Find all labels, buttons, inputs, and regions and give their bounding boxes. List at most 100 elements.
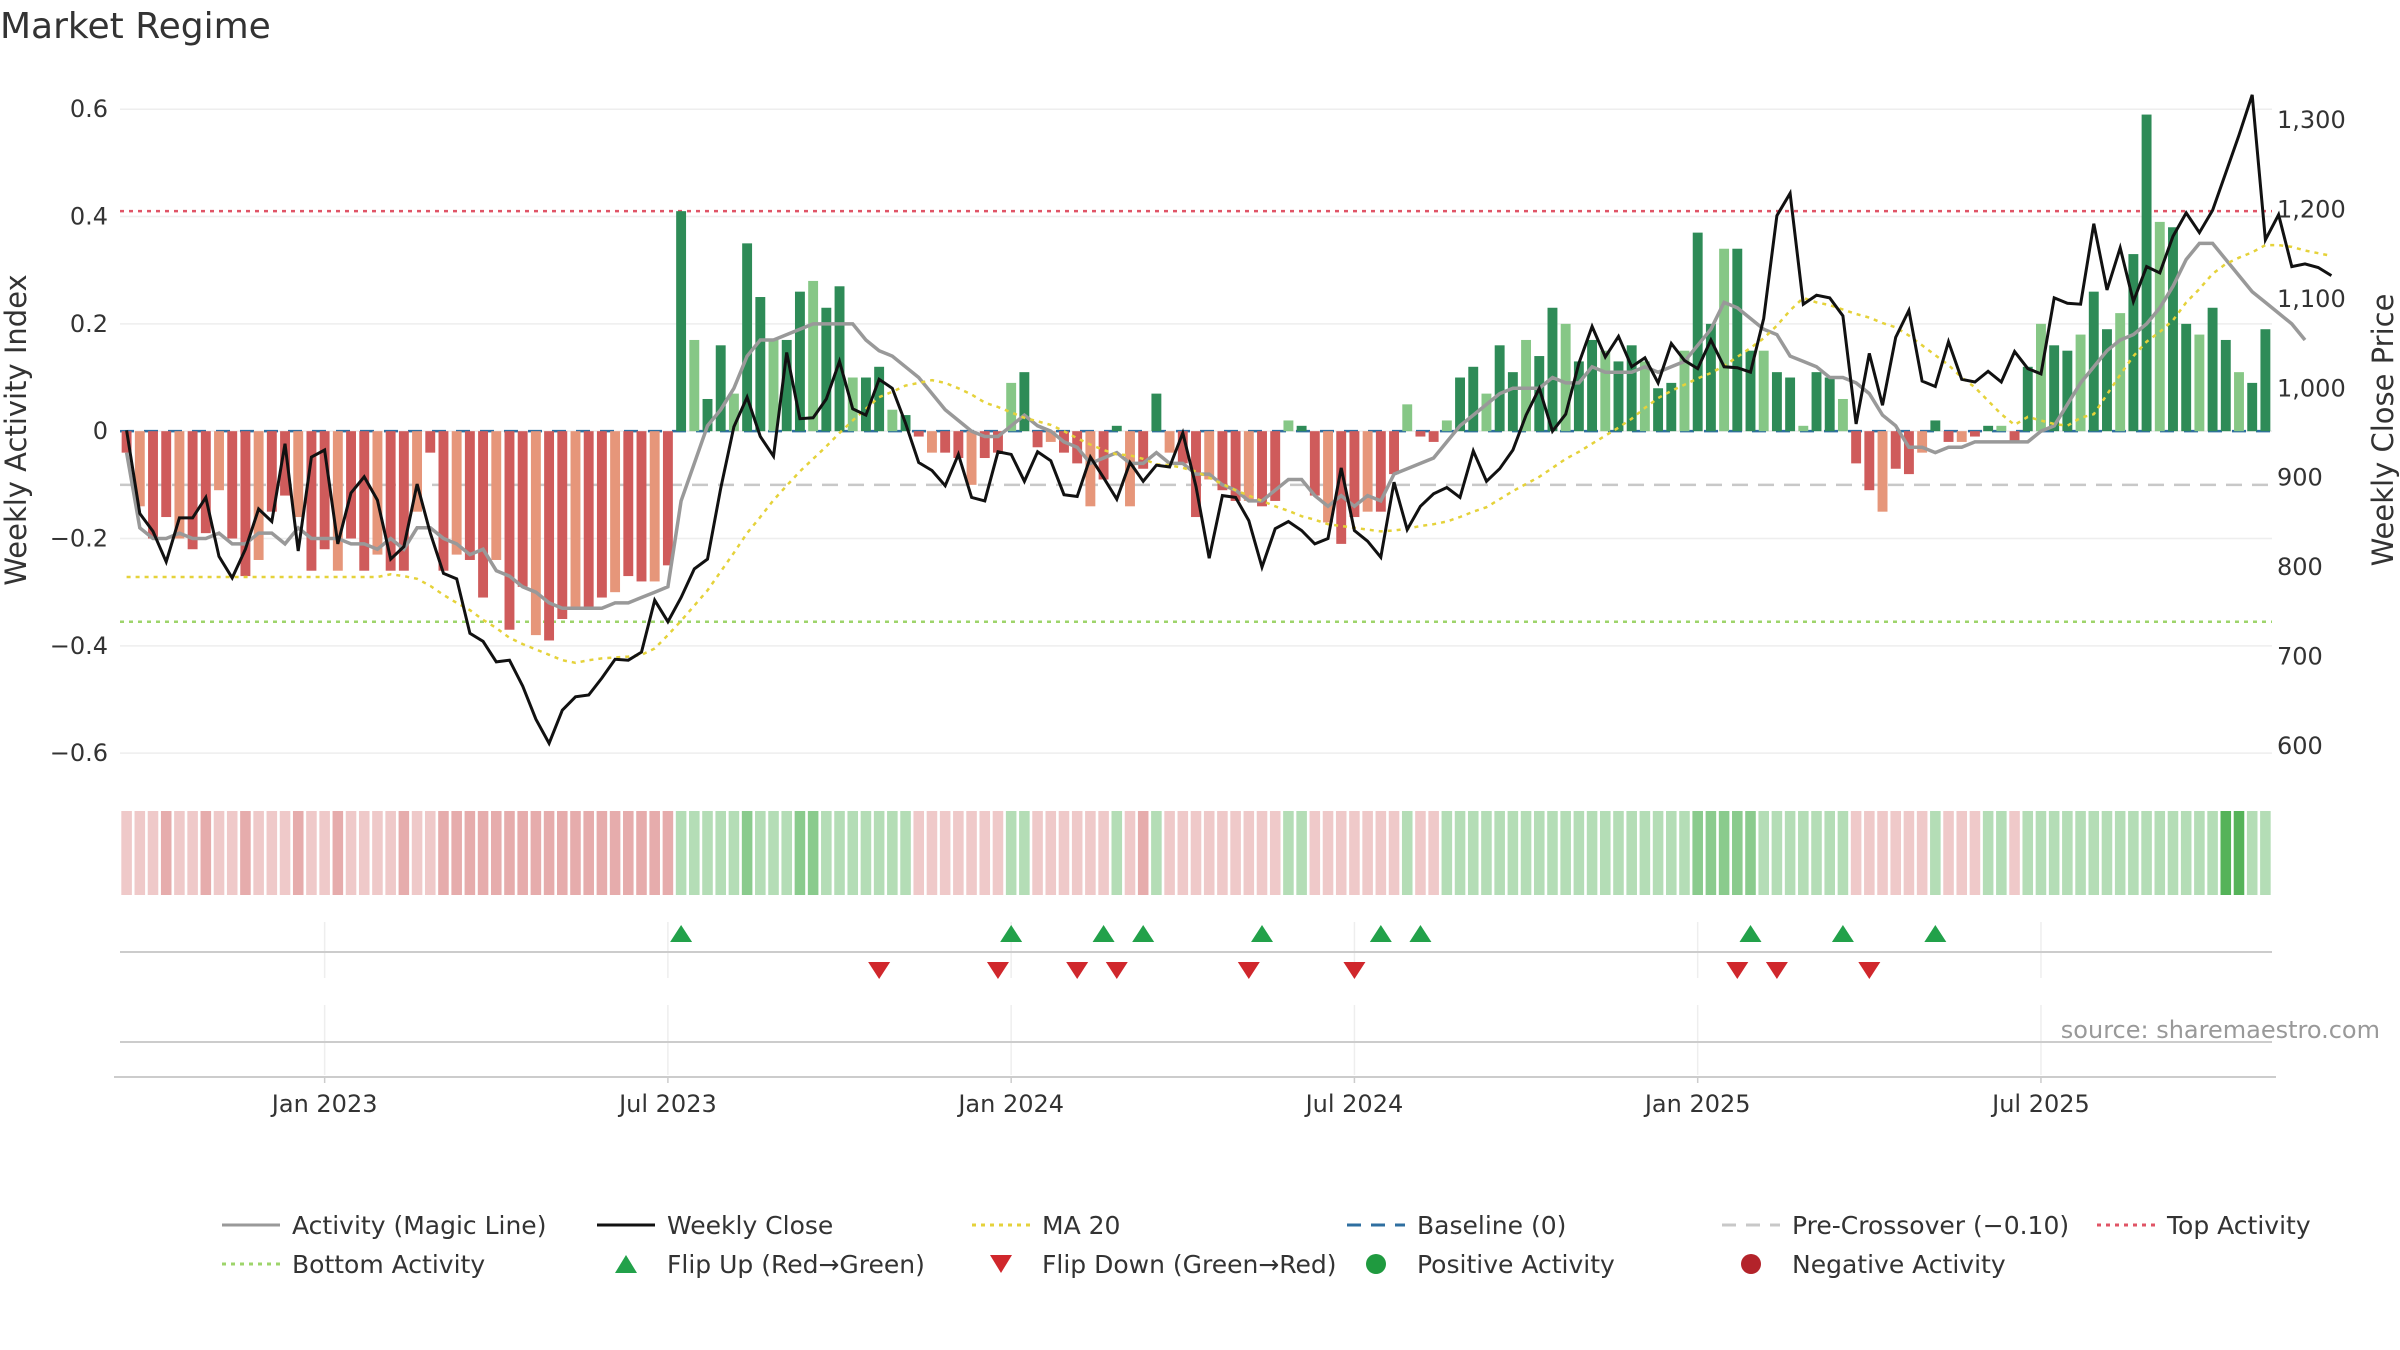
regime-cell [1890, 811, 1902, 895]
activity-bar [1085, 431, 1096, 507]
activity-bar [385, 431, 396, 571]
activity-bar [821, 307, 832, 432]
activity-bar [1547, 307, 1558, 432]
activity-bar [1415, 431, 1426, 437]
activity-bar [979, 431, 990, 459]
regime-cell [649, 811, 660, 895]
activity-bar [596, 431, 607, 598]
legend-item: MA 20 [972, 1211, 1120, 1240]
activity-bar [1903, 431, 1914, 475]
legend-swatch [990, 1255, 1012, 1273]
activity-bar [1428, 431, 1439, 442]
regime-cell [2088, 811, 2100, 895]
regime-cell [636, 811, 647, 895]
regime-cell [1481, 811, 1492, 895]
regime-cell [1930, 811, 1941, 895]
legend-label: Activity (Magic Line) [292, 1211, 546, 1240]
activity-bar [1560, 323, 1571, 432]
regime-cell [1137, 811, 1149, 895]
regime-cell [1190, 811, 1202, 895]
regime-cell [1256, 811, 1268, 895]
regime-cell [1850, 811, 1862, 895]
regime-cell [187, 811, 198, 895]
activity-bar [1177, 431, 1188, 464]
activity-bar [649, 431, 660, 582]
activity-bar [794, 291, 805, 432]
x-tick-label: Jul 2025 [1990, 1090, 2090, 1118]
regime-cell [2233, 811, 2245, 895]
activity-bar [1481, 393, 1492, 432]
regime-cell [1177, 811, 1189, 895]
regime-cell [1309, 811, 1321, 895]
activity-bar [781, 339, 792, 432]
activity-bar [2260, 329, 2271, 432]
y-tick-label: 0.2 [70, 310, 108, 338]
y2-tick-label: 900 [2277, 464, 2323, 492]
y-tick-label: −0.6 [50, 739, 108, 767]
activity-bar [1534, 356, 1545, 432]
regime-cell [2167, 811, 2179, 895]
regime-cell [2207, 811, 2218, 895]
activity-bar [1507, 372, 1518, 432]
flip-up-marker [1924, 925, 1947, 942]
legend-label: Positive Activity [1417, 1250, 1615, 1279]
activity-bar [491, 431, 502, 560]
regime-cell [1732, 811, 1743, 895]
regime-cell [398, 811, 410, 895]
activity-bar [227, 431, 238, 539]
regime-cell [1771, 811, 1783, 895]
activity-bar [1375, 431, 1386, 512]
regime-cell [834, 811, 845, 895]
activity-bar [161, 431, 172, 518]
flip-down-marker [1765, 962, 1788, 979]
activity-bar [2168, 227, 2178, 432]
flip-down-marker [868, 962, 891, 979]
regime-cell [623, 811, 634, 895]
regime-cell [1982, 811, 1994, 895]
regime-cell [900, 811, 911, 895]
activity-bar [557, 431, 568, 620]
regime-cell [821, 811, 832, 895]
activity-bar [676, 211, 687, 432]
activity-bar [742, 243, 753, 432]
legend-item: Baseline (0) [1347, 1211, 1566, 1240]
regime-cell [1943, 811, 1954, 895]
regime-cell [147, 811, 159, 895]
activity-bar [464, 431, 475, 560]
weekly-close-line [125, 94, 2333, 747]
regime-cell [781, 811, 793, 895]
activity-bar [1151, 393, 1162, 432]
activity-bar [1996, 425, 2007, 432]
activity-bar [478, 431, 489, 598]
activity-bar [755, 297, 766, 432]
regime-cell [1428, 811, 1439, 895]
y2-tick-label: 800 [2277, 553, 2323, 581]
regime-cell [504, 811, 515, 895]
activity-bar [860, 377, 871, 432]
regime-cell [240, 811, 251, 895]
regime-cell [174, 811, 185, 895]
activity-bar [715, 345, 726, 432]
activity-bar [1270, 431, 1281, 501]
regime-cell [570, 811, 581, 895]
regime-cell [1388, 811, 1400, 895]
flip-down-marker [1237, 962, 1260, 979]
regime-cell [1864, 811, 1875, 895]
flip-up-marker [1251, 925, 1274, 942]
activity-bar [1705, 323, 1716, 432]
activity-bar [2128, 254, 2139, 432]
regime-cell [2062, 811, 2073, 895]
activity-bar [134, 431, 145, 507]
regime-cell [1784, 811, 1796, 895]
regime-cell [160, 811, 172, 895]
regime-cell [2154, 811, 2166, 895]
regime-cell [1533, 811, 1545, 895]
activity-bar [1349, 431, 1360, 518]
regime-cell [1692, 811, 1703, 895]
regime-cell [2101, 811, 2113, 895]
activity-bar [1864, 431, 1875, 491]
activity-bar [319, 431, 330, 550]
regime-cell [279, 811, 291, 895]
flip-down-marker [1105, 962, 1128, 979]
activity-bar [1917, 431, 1928, 453]
